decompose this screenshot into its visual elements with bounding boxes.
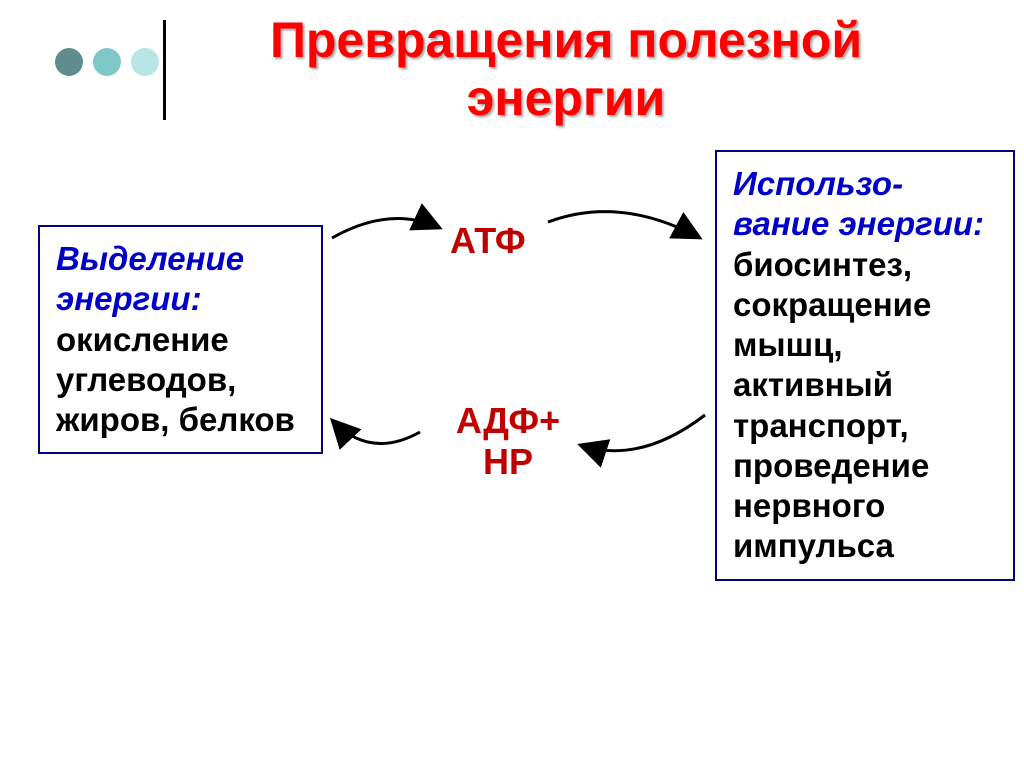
atp-label: АТФ [450,220,526,262]
energy-use-box: Использо-вание энергии: биосинтез, сокра… [715,150,1015,581]
decorative-dots [55,48,159,76]
right-box-body: биосинтез, сокращение мышц, активный тра… [733,246,931,565]
left-box-head: Выделение энергии: [56,240,244,317]
dot-icon [55,48,83,76]
left-box-body: окисление углеводов, жиров, белков [56,321,295,439]
energy-release-box: Выделение энергии: окисление углеводов, … [38,225,323,454]
adp-label: АДФ+ НР [428,400,588,483]
dot-icon [93,48,121,76]
right-box-head: Использо-вание энергии: [733,165,984,242]
dot-icon [131,48,159,76]
title-divider [163,20,166,120]
slide-title: Превращения полезной энергии [176,12,956,127]
